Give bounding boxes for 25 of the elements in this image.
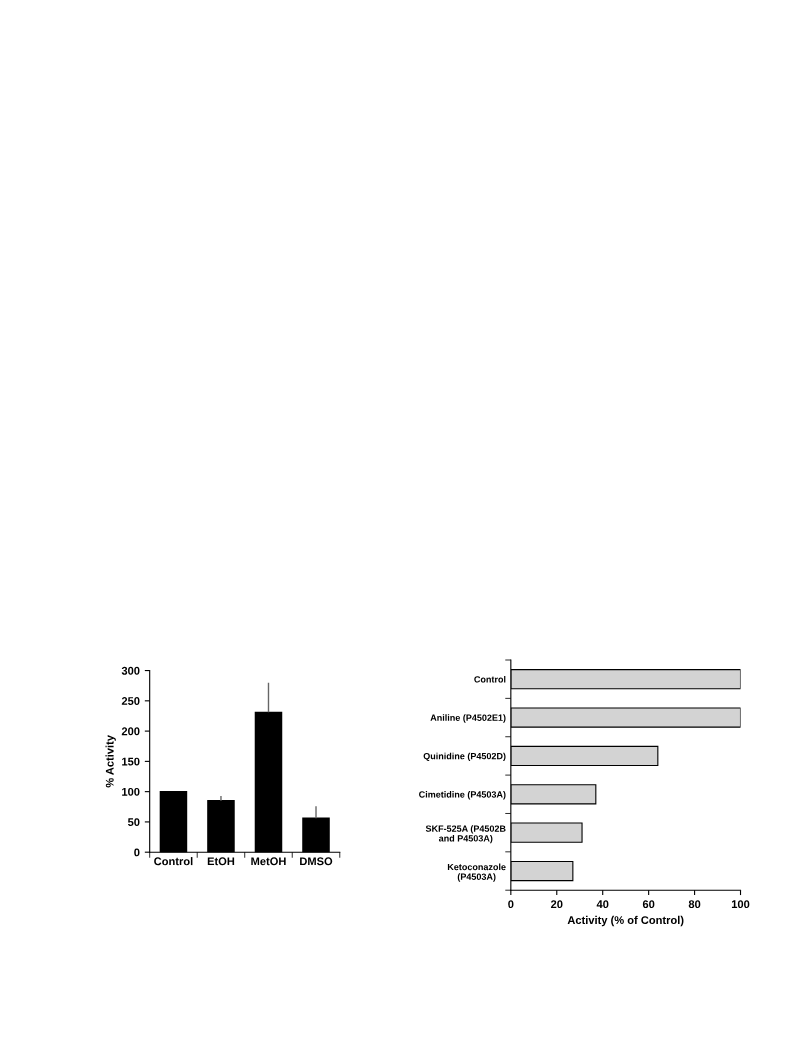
x-tick-label: MetOH xyxy=(251,857,286,866)
x-axis-title: Activity (% of Control) xyxy=(567,915,684,927)
y-tick-label: Aniline (P4502E1) xyxy=(430,714,506,723)
y-tick-label: Control xyxy=(474,675,506,683)
y-tick-label: 300 xyxy=(121,666,140,675)
x-tick-label: DMSO xyxy=(300,857,333,866)
y-tick-label: Cimetidine (P4503A) xyxy=(419,791,506,800)
y-tick-label: 150 xyxy=(122,757,140,766)
x-tick-label: 0 xyxy=(508,900,514,909)
y-tick-label: 50 xyxy=(127,818,140,827)
y-tick-label: Quinidine (P4502D) xyxy=(423,752,506,762)
y-axis-title: % Activity xyxy=(105,735,116,788)
y-tick-label: Ketoconazole (P4503A) xyxy=(447,863,506,882)
x-tick-label: EtOH xyxy=(207,857,235,866)
x-tick-label: 20 xyxy=(550,900,563,909)
y-tick-label: 200 xyxy=(121,727,140,736)
x-tick-label: 60 xyxy=(642,900,655,909)
x-tick-label: 40 xyxy=(596,900,609,909)
y-tick-label: 250 xyxy=(121,697,140,705)
x-tick-label: 80 xyxy=(688,900,701,909)
y-tick-label: SKF-525A (P4502B and P4503A) xyxy=(425,825,506,844)
y-tick-label: 0 xyxy=(134,848,140,857)
x-tick-label: Control xyxy=(154,857,193,866)
y-tick-label: 100 xyxy=(122,787,140,796)
x-tick-label: 100 xyxy=(731,900,750,909)
